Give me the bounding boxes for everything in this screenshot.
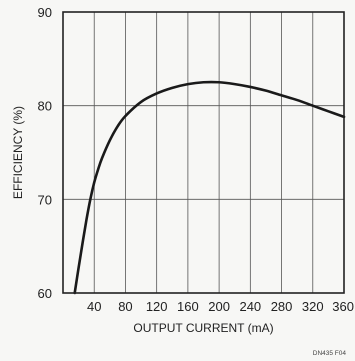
- y-tick-label: 90: [38, 5, 52, 20]
- y-tick-labels: 60 70 80 90: [38, 5, 52, 301]
- x-tick-label: 240: [239, 299, 261, 314]
- figure-id-footnote: DN435 F04: [313, 350, 347, 357]
- y-tick-label: 60: [38, 286, 52, 301]
- y-tick-label: 80: [38, 99, 52, 114]
- plot-frame: [62, 11, 345, 294]
- x-tick-label: 160: [177, 299, 199, 314]
- x-tick-label: 280: [271, 299, 293, 314]
- x-tick-label: 40: [87, 299, 101, 314]
- x-tick-labels: 40 80 120 160 200 240 280 320 360: [87, 299, 354, 314]
- x-tick-label: 200: [208, 299, 230, 314]
- x-tick-label: 120: [146, 299, 168, 314]
- x-tick-label: 320: [302, 299, 324, 314]
- y-axis-label: EFFICIENCY (%): [11, 106, 25, 199]
- x-tick-label: 80: [118, 299, 132, 314]
- efficiency-curve: [73, 80, 346, 295]
- series-layer: [73, 80, 346, 295]
- x-axis-label: OUTPUT CURRENT (mA): [133, 321, 273, 335]
- y-tick-label: 70: [38, 192, 52, 207]
- x-tick-label: 360: [332, 299, 354, 314]
- grid: [63, 12, 344, 293]
